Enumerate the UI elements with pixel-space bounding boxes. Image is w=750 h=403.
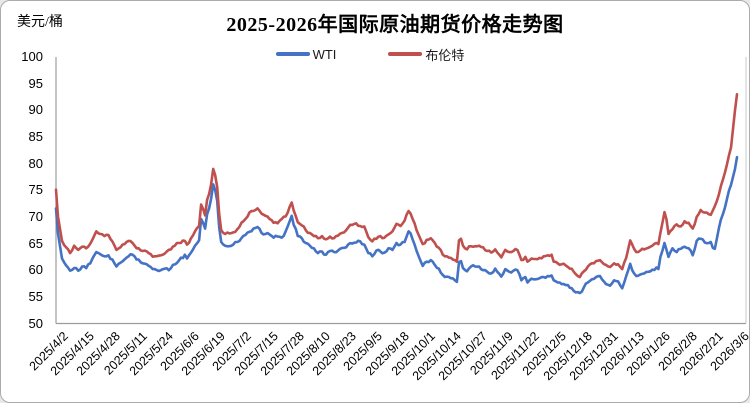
chart-title: 2025-2026年国际原油期货价格走势图: [226, 14, 564, 36]
y-axis-tick-label: 50: [28, 315, 43, 331]
brent-price-line: [54, 93, 739, 279]
wti-line-swatch-icon: [275, 52, 310, 56]
y-axis-tick-label: 60: [28, 262, 43, 278]
legend-item-wti: WTI: [275, 46, 337, 62]
y-axis-unit-label: 美元/桶: [17, 15, 63, 30]
chart-legend: WTI 布伦特: [1, 45, 739, 64]
wti-price-line: [54, 155, 739, 295]
y-axis-tick-label: 70: [28, 208, 43, 224]
legend-label-brent: 布伦特: [425, 47, 465, 63]
y-axis-tick-label: 65: [28, 235, 43, 251]
y-axis-tick-label: 90: [28, 102, 43, 118]
y-axis-tick-label: 80: [28, 155, 43, 171]
y-axis-tick-label: 85: [28, 128, 43, 144]
brent-line-swatch-icon: [388, 52, 423, 56]
legend-item-brent: 布伦特: [388, 45, 464, 64]
y-axis-tick-label: 75: [28, 182, 43, 198]
legend-label-wti: WTI: [312, 46, 337, 62]
y-axis-tick-label: 100: [21, 49, 43, 64]
y-axis-tick-label: 95: [28, 75, 43, 91]
y-axis-tick-label: 55: [28, 288, 43, 304]
